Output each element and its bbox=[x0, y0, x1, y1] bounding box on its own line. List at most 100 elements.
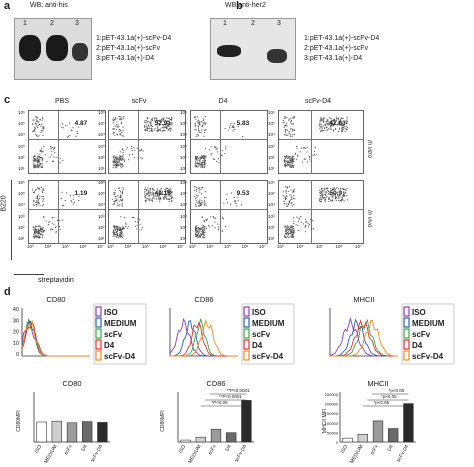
event-dot bbox=[148, 195, 150, 197]
legend-label: ISO bbox=[252, 308, 266, 317]
bar-chart-title: CD86 bbox=[206, 379, 225, 388]
event-dot bbox=[116, 134, 118, 136]
event-dot bbox=[157, 122, 159, 124]
quadrant-line bbox=[109, 138, 185, 140]
event-dot bbox=[119, 155, 121, 157]
event-dot bbox=[333, 187, 335, 189]
event-dot bbox=[197, 121, 199, 124]
event-dot bbox=[331, 190, 333, 192]
event-dot bbox=[286, 232, 288, 234]
event-dot bbox=[290, 227, 292, 229]
event-dot bbox=[285, 191, 287, 193]
event-dot bbox=[115, 167, 117, 169]
event-dot bbox=[198, 204, 200, 207]
event-dot bbox=[164, 195, 167, 197]
event-dot bbox=[34, 130, 36, 132]
event-dot bbox=[288, 133, 290, 135]
event-dot bbox=[196, 158, 198, 160]
event-dot bbox=[121, 233, 123, 235]
event-dot bbox=[339, 200, 341, 202]
event-dot bbox=[114, 117, 116, 119]
event-dot bbox=[152, 198, 154, 200]
event-dot bbox=[39, 149, 41, 151]
event-dot bbox=[37, 135, 39, 137]
y-tick-label: 10⁵ bbox=[18, 191, 25, 197]
bar bbox=[226, 432, 237, 443]
event-dot bbox=[202, 122, 204, 124]
event-dot bbox=[203, 220, 205, 222]
event-dot bbox=[334, 128, 337, 130]
event-dot bbox=[151, 130, 153, 133]
event-dot bbox=[217, 158, 220, 160]
event-dot bbox=[116, 236, 118, 238]
event-dot bbox=[70, 129, 72, 131]
event-dot bbox=[38, 203, 40, 205]
lane-label: 1 bbox=[23, 20, 27, 27]
y-tick-label: 10¹ bbox=[180, 166, 187, 171]
scatter-dots bbox=[111, 187, 173, 239]
event-dot bbox=[162, 118, 164, 120]
bar-category-label: scFv-D4 bbox=[234, 444, 249, 463]
event-dot bbox=[195, 159, 197, 161]
event-dot bbox=[290, 160, 292, 162]
event-dot bbox=[51, 217, 53, 219]
event-dot bbox=[166, 127, 168, 129]
event-dot bbox=[116, 125, 118, 128]
event-dot bbox=[218, 161, 220, 163]
quadrant-percent: 4.87 bbox=[74, 119, 88, 127]
panel-b-legend: 1:pET-43.1a(+)-scFv-D4 2:pET-43.1a(+)-sc… bbox=[304, 34, 379, 64]
event-dot bbox=[124, 217, 126, 219]
panel-a-wb-label: WB: anti-his bbox=[30, 2, 68, 9]
quadrant-percent: 52.91 bbox=[154, 119, 171, 127]
event-dot bbox=[325, 188, 327, 190]
event-dot bbox=[331, 192, 333, 194]
event-dot bbox=[33, 159, 35, 161]
event-dot bbox=[203, 163, 205, 165]
event-dot bbox=[201, 199, 203, 201]
bar-category-label: MEDIUM bbox=[187, 444, 202, 465]
event-dot bbox=[119, 189, 121, 192]
event-dot bbox=[237, 196, 239, 198]
event-dot bbox=[287, 232, 289, 234]
event-dot bbox=[322, 196, 324, 198]
event-dot bbox=[212, 216, 214, 218]
event-dot bbox=[42, 134, 44, 137]
event-dot bbox=[144, 126, 146, 128]
event-dot bbox=[43, 231, 45, 233]
event-dot bbox=[294, 198, 296, 200]
event-dot bbox=[195, 188, 197, 190]
event-dot bbox=[34, 229, 36, 231]
event-dot bbox=[144, 196, 146, 198]
event-dot bbox=[140, 157, 142, 159]
event-dot bbox=[334, 193, 336, 195]
event-dot bbox=[156, 120, 158, 122]
event-dot bbox=[125, 148, 127, 150]
event-dot bbox=[290, 117, 292, 119]
event-dot bbox=[59, 157, 61, 159]
event-dot bbox=[62, 127, 64, 129]
event-dot bbox=[170, 189, 172, 191]
event-dot bbox=[204, 156, 206, 159]
event-dot bbox=[116, 231, 118, 233]
event-dot bbox=[330, 188, 332, 190]
event-dot bbox=[119, 227, 121, 229]
event-dot bbox=[152, 196, 154, 199]
event-dot bbox=[285, 226, 287, 228]
hist-legend-box bbox=[401, 303, 455, 365]
quadrant-line bbox=[29, 138, 105, 140]
event-dot bbox=[168, 191, 170, 193]
event-dot bbox=[41, 116, 43, 118]
event-dot bbox=[309, 157, 311, 159]
event-dot bbox=[125, 223, 127, 225]
event-dot bbox=[169, 130, 171, 132]
event-dot bbox=[113, 162, 115, 164]
bar bbox=[210, 428, 222, 443]
event-dot bbox=[328, 198, 330, 200]
event-dot bbox=[326, 119, 328, 121]
x-tick-label: 10⁵ bbox=[62, 244, 69, 249]
event-dot bbox=[217, 228, 219, 230]
event-dot bbox=[162, 127, 164, 129]
event-dot bbox=[34, 158, 36, 161]
event-dot bbox=[150, 129, 152, 131]
event-dot bbox=[117, 187, 120, 189]
